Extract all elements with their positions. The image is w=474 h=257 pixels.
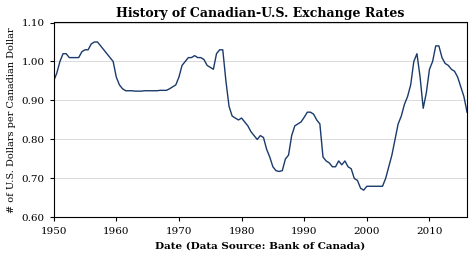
- Title: History of Canadian-U.S. Exchange Rates: History of Canadian-U.S. Exchange Rates: [116, 7, 404, 20]
- Y-axis label: # of U.S. Dollars per Canadian Dollar: # of U.S. Dollars per Canadian Dollar: [7, 27, 16, 213]
- X-axis label: Date (Data Source: Bank of Canada): Date (Data Source: Bank of Canada): [155, 241, 365, 250]
